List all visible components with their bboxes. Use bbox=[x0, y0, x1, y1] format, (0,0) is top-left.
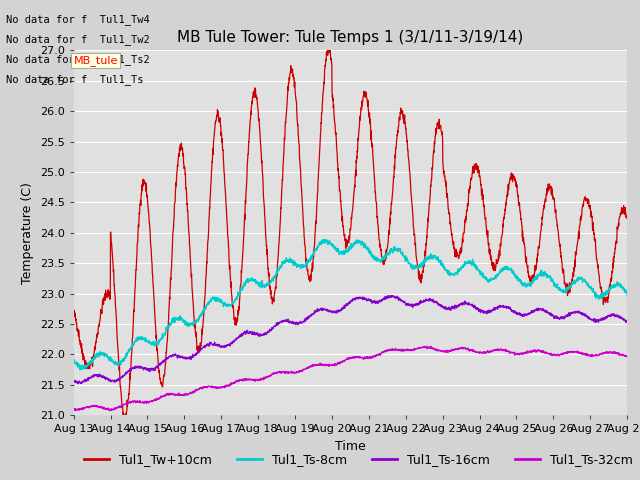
Text: MB_tule: MB_tule bbox=[74, 55, 118, 66]
X-axis label: Time: Time bbox=[335, 440, 366, 453]
Title: MB Tule Tower: Tule Temps 1 (3/1/11-3/19/14): MB Tule Tower: Tule Temps 1 (3/1/11-3/19… bbox=[177, 30, 524, 45]
Text: No data for f  Tul1_Tw4: No data for f Tul1_Tw4 bbox=[6, 13, 150, 24]
Text: No data for f  Tul1_Ts2: No data for f Tul1_Ts2 bbox=[6, 54, 150, 65]
Y-axis label: Temperature (C): Temperature (C) bbox=[21, 182, 34, 284]
Text: No data for f  Tul1_Ts: No data for f Tul1_Ts bbox=[6, 74, 144, 85]
Legend: Tul1_Tw+10cm, Tul1_Ts-8cm, Tul1_Ts-16cm, Tul1_Ts-32cm: Tul1_Tw+10cm, Tul1_Ts-8cm, Tul1_Ts-16cm,… bbox=[79, 448, 638, 471]
Text: No data for f  Tul1_Tw2: No data for f Tul1_Tw2 bbox=[6, 34, 150, 45]
